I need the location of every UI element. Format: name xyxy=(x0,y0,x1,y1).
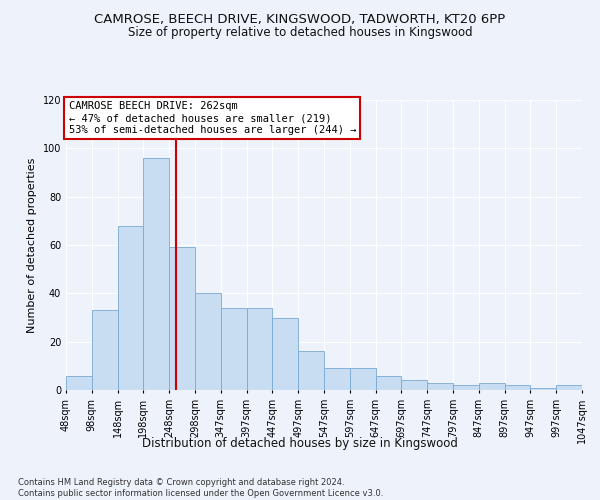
Bar xyxy=(401,380,427,390)
Text: Distribution of detached houses by size in Kingswood: Distribution of detached houses by size … xyxy=(142,438,458,450)
Text: CAMROSE, BEECH DRIVE, KINGSWOOD, TADWORTH, KT20 6PP: CAMROSE, BEECH DRIVE, KINGSWOOD, TADWORT… xyxy=(94,12,506,26)
Bar xyxy=(427,383,453,390)
Text: Contains HM Land Registry data © Crown copyright and database right 2024.
Contai: Contains HM Land Registry data © Crown c… xyxy=(18,478,383,498)
Bar xyxy=(324,368,350,390)
Bar xyxy=(350,368,376,390)
Bar xyxy=(66,376,92,390)
Bar xyxy=(272,318,298,390)
Y-axis label: Number of detached properties: Number of detached properties xyxy=(27,158,37,332)
Bar xyxy=(556,385,582,390)
Bar xyxy=(92,310,118,390)
Bar xyxy=(453,385,479,390)
Bar xyxy=(479,383,505,390)
Bar xyxy=(195,294,221,390)
Text: Size of property relative to detached houses in Kingswood: Size of property relative to detached ho… xyxy=(128,26,472,39)
Bar xyxy=(298,352,324,390)
Bar xyxy=(118,226,143,390)
Bar xyxy=(247,308,272,390)
Bar xyxy=(143,158,169,390)
Bar xyxy=(376,376,401,390)
Bar xyxy=(221,308,247,390)
Bar xyxy=(169,248,195,390)
Bar xyxy=(530,388,556,390)
Text: CAMROSE BEECH DRIVE: 262sqm
← 47% of detached houses are smaller (219)
53% of se: CAMROSE BEECH DRIVE: 262sqm ← 47% of det… xyxy=(68,102,356,134)
Bar xyxy=(505,385,530,390)
